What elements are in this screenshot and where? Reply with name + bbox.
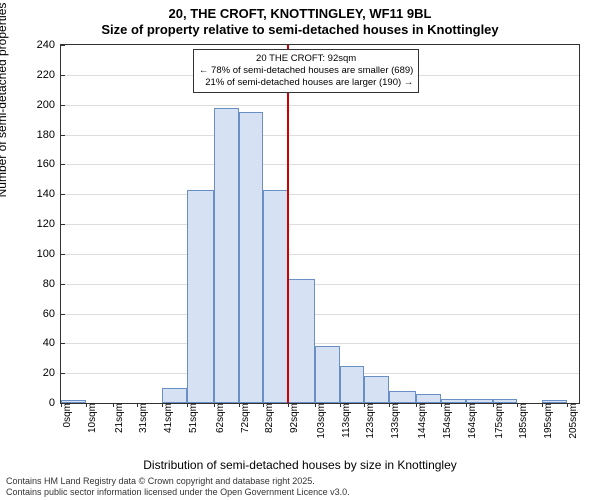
histogram-bar bbox=[416, 394, 441, 403]
y-axis-label: Number of semi-detached properties bbox=[0, 0, 9, 230]
annotation-line: ← 78% of semi-detached houses are smalle… bbox=[199, 65, 413, 77]
gridline bbox=[61, 343, 579, 344]
y-tick-label: 60 bbox=[43, 308, 61, 320]
attribution-text: Contains HM Land Registry data © Crown c… bbox=[0, 474, 600, 500]
x-tick-label: 51sqm bbox=[186, 403, 199, 433]
histogram-bar bbox=[162, 388, 187, 403]
y-tick-label: 80 bbox=[43, 278, 61, 290]
y-tick-label: 180 bbox=[37, 129, 61, 141]
x-tick-label: 164sqm bbox=[465, 403, 478, 439]
x-tick-label: 195sqm bbox=[541, 403, 554, 439]
histogram-bar bbox=[214, 108, 239, 403]
histogram-bar bbox=[187, 190, 214, 403]
histogram-bar bbox=[389, 391, 416, 403]
annotation-box: 20 THE CROFT: 92sqm← 78% of semi-detache… bbox=[193, 49, 419, 93]
gridline bbox=[61, 314, 579, 315]
x-tick-label: 123sqm bbox=[363, 403, 376, 439]
y-tick-label: 200 bbox=[37, 99, 61, 111]
attribution-line2: Contains public sector information licen… bbox=[6, 487, 594, 498]
x-tick-label: 21sqm bbox=[112, 403, 125, 433]
y-tick-label: 120 bbox=[37, 218, 61, 230]
y-tick-label: 40 bbox=[43, 337, 61, 349]
x-tick-label: 31sqm bbox=[136, 403, 149, 433]
histogram-bar bbox=[263, 190, 288, 403]
y-tick-label: 20 bbox=[43, 367, 61, 379]
attribution-line1: Contains HM Land Registry data © Crown c… bbox=[6, 476, 594, 487]
y-tick-label: 160 bbox=[37, 158, 61, 170]
chart-title-line1: 20, THE CROFT, KNOTTINGLEY, WF11 9BL bbox=[0, 6, 600, 21]
histogram-bar bbox=[315, 346, 340, 403]
gridline bbox=[61, 224, 579, 225]
gridline bbox=[61, 105, 579, 106]
x-axis-label: Distribution of semi-detached houses by … bbox=[0, 458, 600, 472]
x-tick-label: 0sqm bbox=[60, 403, 73, 427]
plot-inner: 02040608010012014016018020022024020 THE … bbox=[61, 45, 579, 403]
x-tick-label: 103sqm bbox=[314, 403, 327, 439]
y-tick-label: 140 bbox=[37, 188, 61, 200]
annotation-line: 20 THE CROFT: 92sqm bbox=[199, 53, 413, 65]
x-tick-label: 72sqm bbox=[238, 403, 251, 433]
gridline bbox=[61, 194, 579, 195]
plot-area: 02040608010012014016018020022024020 THE … bbox=[60, 44, 580, 404]
x-tick-label: 133sqm bbox=[388, 403, 401, 439]
gridline bbox=[61, 135, 579, 136]
y-tick-label: 240 bbox=[37, 39, 61, 51]
x-tick-label: 144sqm bbox=[415, 403, 428, 439]
histogram-bar bbox=[340, 366, 365, 403]
x-tick-label: 113sqm bbox=[339, 403, 352, 438]
x-tick-label: 82sqm bbox=[262, 403, 275, 433]
x-tick-label: 175sqm bbox=[492, 403, 505, 439]
histogram-bar bbox=[239, 112, 264, 403]
reference-line bbox=[287, 45, 289, 403]
gridline bbox=[61, 164, 579, 165]
x-tick-label: 154sqm bbox=[440, 403, 453, 439]
x-tick-label: 185sqm bbox=[516, 403, 529, 439]
gridline bbox=[61, 254, 579, 255]
chart-title-line2: Size of property relative to semi-detach… bbox=[0, 22, 600, 37]
y-tick-label: 100 bbox=[37, 248, 61, 260]
x-tick-label: 41sqm bbox=[161, 403, 174, 433]
x-tick-label: 92sqm bbox=[287, 403, 300, 433]
x-tick-label: 205sqm bbox=[566, 403, 579, 439]
annotation-line: 21% of semi-detached houses are larger (… bbox=[199, 77, 413, 89]
gridline bbox=[61, 284, 579, 285]
histogram-bar bbox=[288, 279, 315, 403]
y-tick-label: 220 bbox=[37, 69, 61, 81]
x-tick-label: 62sqm bbox=[213, 403, 226, 433]
histogram-bar bbox=[364, 376, 389, 403]
x-tick-label: 10sqm bbox=[85, 403, 98, 433]
